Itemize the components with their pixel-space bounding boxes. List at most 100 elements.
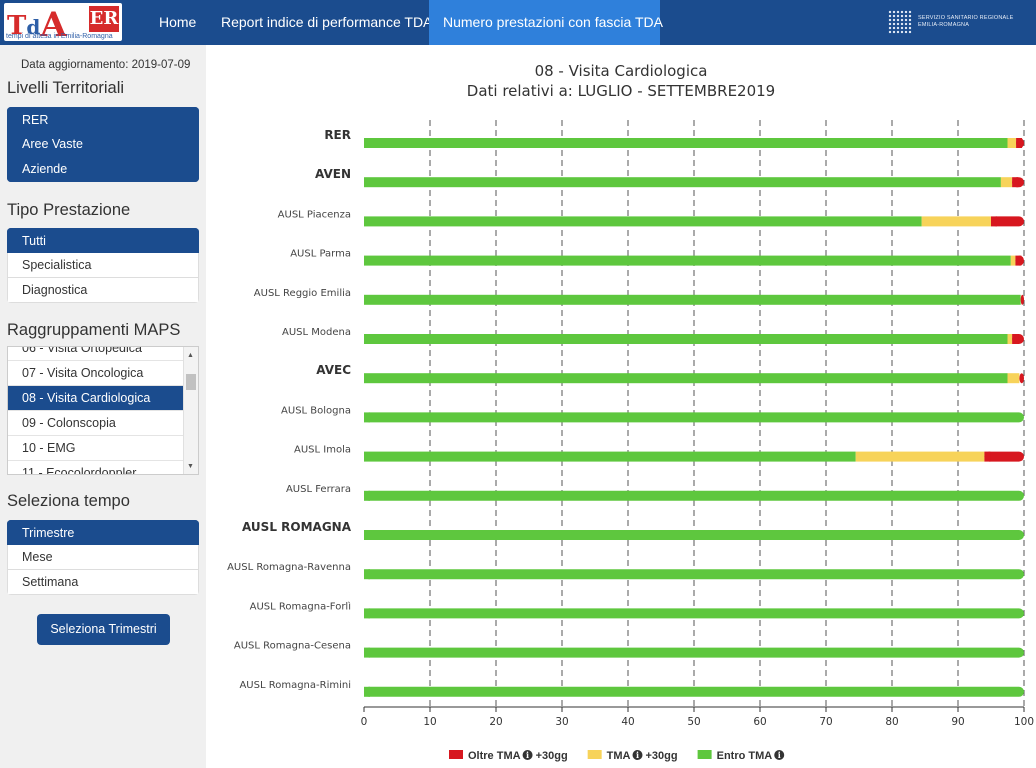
bar-segment (855, 451, 985, 462)
tipo-specialistica[interactable]: Specialistica (7, 253, 199, 278)
bar-segment (1016, 138, 1023, 148)
info-glyph: i (636, 750, 639, 760)
tipo-diagnostica[interactable]: Diagnostica (7, 278, 199, 303)
nav-report-performance[interactable]: Report indice di performance TDA (221, 14, 433, 30)
tipo-tutti[interactable]: Tutti (7, 228, 199, 253)
maps-item-06[interactable]: 06 - Visita Ortopedica (8, 347, 184, 361)
livelli-list: RER Aree Vaste Aziende (7, 107, 199, 182)
bar-segment (364, 530, 370, 540)
legend-label: Entro TMA (717, 750, 773, 762)
info-circle-icon (774, 750, 785, 760)
category-label: AUSL Bologna (281, 405, 351, 416)
bar-segment (991, 216, 1024, 227)
tempo-mese[interactable]: Mese (7, 545, 199, 570)
bar-segment (364, 294, 1021, 305)
bar-segment (364, 686, 370, 697)
ssr-grid-icon (888, 10, 912, 34)
bar-segment (364, 451, 856, 462)
legend-suffix: +30gg (646, 750, 678, 762)
tipo-title: Tipo Prestazione (7, 201, 131, 219)
info-circle-icon (632, 750, 643, 760)
info-glyph: i (526, 750, 529, 760)
category-label: AUSL Imola (294, 445, 351, 456)
x-tick-label: 20 (489, 716, 502, 728)
tempo-list: Trimestre Mese Settimana (7, 520, 199, 595)
bar-segment (364, 608, 1024, 619)
x-tick-label: 90 (951, 716, 964, 728)
seleziona-trimestri-button[interactable]: Seleziona Trimestri (37, 614, 170, 645)
bar-segment (1019, 373, 1024, 384)
tempo-trimestre[interactable]: Trimestre (7, 520, 199, 545)
bar-segment (364, 647, 1024, 658)
er-logo-badge: ER (89, 6, 119, 32)
top-navbar: TdA ER tempi di attesa in Emilia-Romagna… (0, 0, 1036, 45)
maps-item-07[interactable]: 07 - Visita Oncologica (8, 361, 184, 386)
bar-segment (364, 569, 370, 580)
bar-segment (364, 412, 370, 423)
bar-segment (364, 490, 370, 501)
category-label: AUSL Romagna-Forlì (250, 600, 352, 612)
bar-segment (364, 412, 1024, 423)
maps-listbox[interactable]: 06 - Visita Ortopedica 07 - Visita Oncol… (7, 346, 199, 475)
maps-item-10[interactable]: 10 - EMG (8, 436, 184, 461)
category-label: AUSL Romagna-Ravenna (227, 562, 351, 573)
scroll-down-icon[interactable]: ▼ (187, 463, 194, 470)
category-label: AUSL Piacenza (278, 209, 351, 220)
category-label: AUSL Ferrara (286, 484, 351, 495)
maps-item-09[interactable]: 09 - Colonscopia (8, 411, 184, 436)
bar-segment (364, 686, 1024, 697)
tipo-list: Tutti Specialistica Diagnostica (7, 228, 199, 303)
category-label: AUSL Reggio Emilia (254, 288, 351, 299)
tempo-settimana[interactable]: Settimana (7, 570, 199, 595)
bar-segment (364, 490, 1024, 501)
tda-logo-text: TdA (7, 5, 67, 45)
bar-segment (1010, 255, 1016, 266)
brand-line-2: EMILIA-ROMAGNA (918, 22, 970, 28)
bar-segment (364, 255, 1011, 266)
category-label: RER (324, 128, 351, 142)
legend-suffix: +30gg (536, 750, 568, 762)
bar-segment (364, 530, 1024, 540)
category-label: AUSL Modena (282, 327, 351, 338)
chart-panel: 08 - Visita Cardiologica Dati relativi a… (206, 45, 1036, 768)
x-tick-label: 100 (1014, 716, 1034, 728)
maps-scrollbar[interactable]: ▲ ▼ (183, 347, 198, 474)
scroll-up-icon[interactable]: ▲ (187, 352, 194, 359)
bar-segment (1007, 373, 1020, 384)
x-tick-label: 60 (753, 716, 766, 728)
sidebar: Data aggiornamento: 2019-07-09 Livelli T… (0, 45, 206, 768)
x-tick-label: 70 (819, 716, 832, 728)
x-tick-label: 10 (423, 716, 436, 728)
category-label: AVEC (316, 363, 351, 377)
scroll-thumb[interactable] (186, 374, 196, 390)
tda-logo[interactable]: TdA ER tempi di attesa in Emilia-Romagna (4, 3, 122, 45)
bar-segment (1012, 334, 1019, 344)
bar-segment (364, 647, 370, 658)
bar-segment (984, 451, 991, 462)
category-label: AUSL ROMAGNA (242, 520, 352, 534)
update-date: Data aggiornamento: 2019-07-09 (21, 59, 191, 71)
bar-segment (1007, 334, 1013, 344)
nav-home[interactable]: Home (159, 14, 197, 30)
bar-segment (1007, 138, 1017, 148)
legend-label: TMA (607, 750, 631, 762)
tempo-title: Seleziona tempo (7, 492, 130, 510)
bar-segment (364, 569, 1024, 580)
stacked-bar-chart: 0 10 20 30 40 50 60 70 80 90 100 RER AVEN AUSL Piacen… (227, 120, 1034, 762)
maps-item-11[interactable]: 11 - Ecocolordoppler (8, 461, 184, 474)
logo-tagline: tempi di attesa in Emilia-Romagna (6, 33, 113, 40)
livello-rer[interactable]: RER (7, 107, 199, 132)
info-circle-icon (522, 750, 533, 760)
bar-segment (984, 451, 1024, 462)
x-tick-label: 30 (555, 716, 568, 728)
livello-aziende[interactable]: Aziende (7, 157, 199, 182)
livello-aree-vaste[interactable]: Aree Vaste (7, 132, 199, 157)
maps-item-08[interactable]: 08 - Visita Cardiologica (8, 386, 184, 411)
info-glyph: i (778, 750, 781, 760)
x-tick-label: 40 (621, 716, 634, 728)
bar-segment (364, 608, 370, 619)
livelli-title: Livelli Territoriali (7, 79, 125, 97)
brand-line-1: SERVIZIO SANITARIO REGIONALE (918, 15, 1014, 21)
nav-numero-prestazioni[interactable]: Numero prestazioni con fascia TDA (429, 0, 663, 45)
bar-segment (364, 216, 922, 227)
